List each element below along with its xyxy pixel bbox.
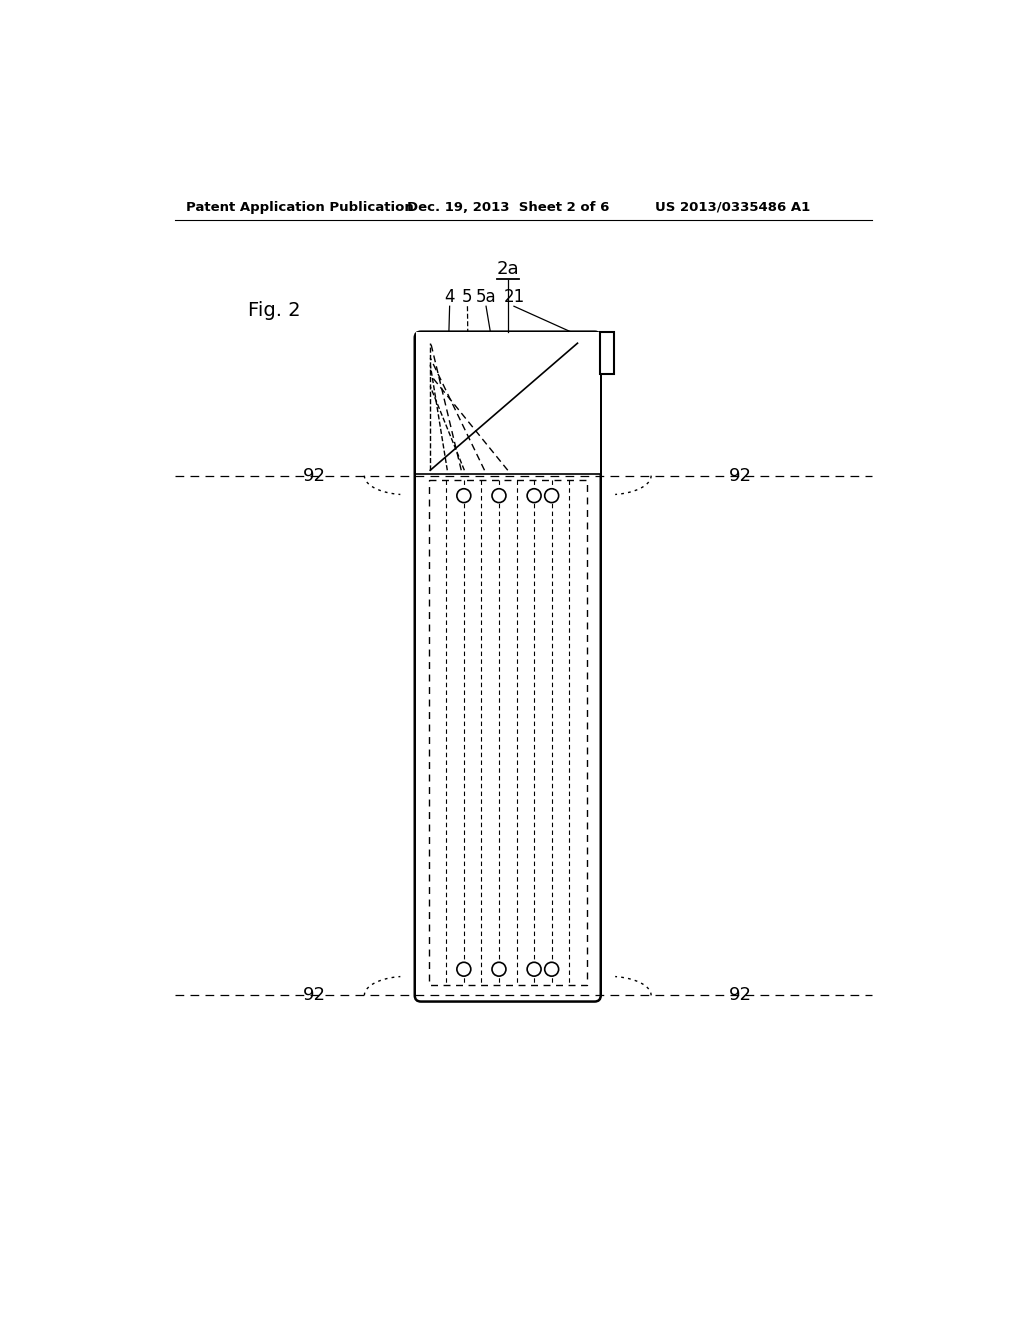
Circle shape bbox=[492, 488, 506, 503]
Text: Patent Application Publication: Patent Application Publication bbox=[186, 201, 414, 214]
Text: 92: 92 bbox=[302, 986, 326, 1005]
Text: 92: 92 bbox=[729, 467, 752, 484]
Text: Dec. 19, 2013  Sheet 2 of 6: Dec. 19, 2013 Sheet 2 of 6 bbox=[407, 201, 609, 214]
Bar bbox=[416, 333, 600, 474]
Circle shape bbox=[545, 488, 559, 503]
Text: 2a: 2a bbox=[497, 260, 519, 277]
Text: 5: 5 bbox=[462, 288, 473, 306]
Text: 92: 92 bbox=[729, 986, 752, 1005]
Circle shape bbox=[457, 962, 471, 977]
Circle shape bbox=[492, 962, 506, 977]
Text: US 2013/0335486 A1: US 2013/0335486 A1 bbox=[655, 201, 810, 214]
Circle shape bbox=[545, 962, 559, 977]
Bar bbox=[600, 331, 614, 374]
Text: 21: 21 bbox=[504, 288, 524, 306]
Bar bbox=[429, 480, 587, 985]
Circle shape bbox=[527, 488, 541, 503]
Text: Fig. 2: Fig. 2 bbox=[248, 301, 301, 319]
Text: 92: 92 bbox=[302, 467, 326, 484]
Circle shape bbox=[527, 962, 541, 977]
Text: 5a: 5a bbox=[476, 288, 497, 306]
Text: 4: 4 bbox=[444, 288, 455, 306]
Circle shape bbox=[457, 488, 471, 503]
